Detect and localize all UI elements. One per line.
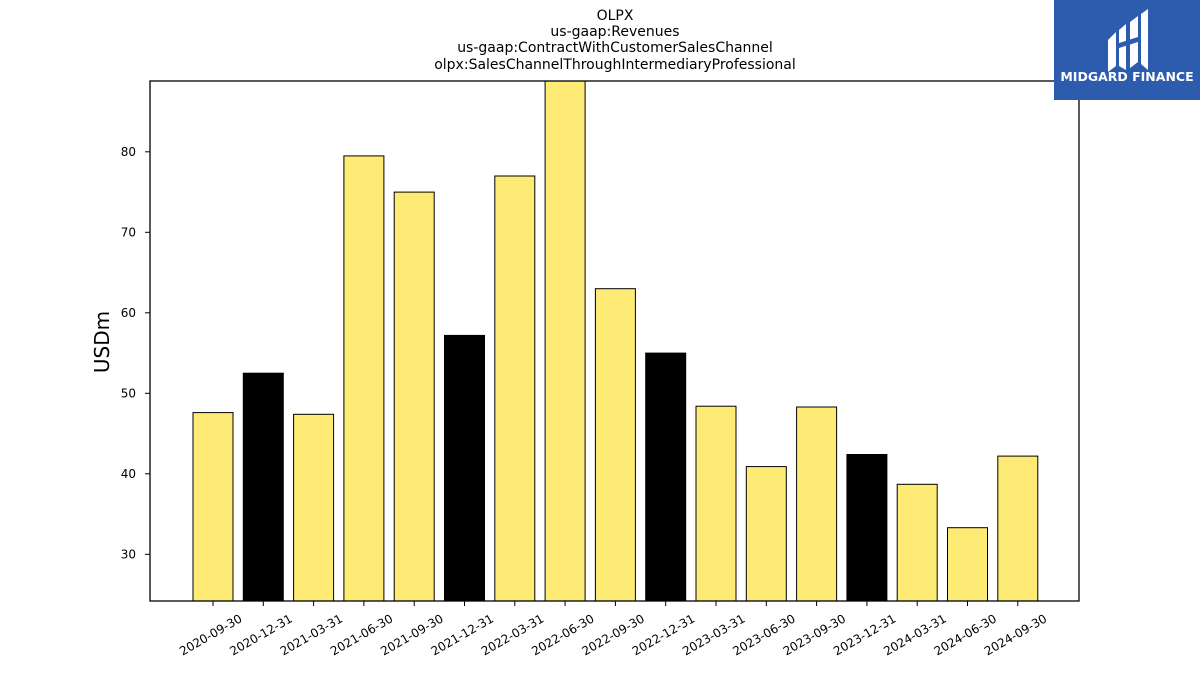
chart-title-line-3: us-gaap:ContractWithCustomerSalesChannel <box>457 40 773 56</box>
plot-frame <box>149 80 1080 602</box>
bar-2024-03-31 <box>896 483 938 601</box>
y-tick-label: 70 <box>121 225 136 239</box>
brand-logo: MIDGARD FINANCE <box>1054 0 1200 100</box>
bar-2023-06-30 <box>745 466 787 601</box>
bar-2022-09-30 <box>594 288 636 601</box>
y-tick-label: 80 <box>121 145 136 159</box>
y-tick-label: 50 <box>121 386 136 400</box>
bar-2021-09-30 <box>393 191 435 601</box>
chart-title-line-1: OLPX <box>597 8 634 24</box>
bar-2022-06-30 <box>544 81 586 601</box>
bar-2021-03-31 <box>293 413 335 601</box>
y-axis-label: USDm <box>90 311 114 373</box>
bar-2023-03-31 <box>695 405 737 601</box>
bar-2022-03-31 <box>494 175 536 601</box>
bar-2020-12-31 <box>242 372 284 601</box>
bar-2022-12-31 <box>645 352 687 601</box>
bar-2024-09-30 <box>997 455 1039 601</box>
y-tick-label: 30 <box>121 547 136 561</box>
chart-title-line-4: olpx:SalesChannelThroughIntermediaryProf… <box>434 57 796 73</box>
chart-title: OLPX us-gaap:Revenues us-gaap:ContractWi… <box>434 8 796 73</box>
y-tick-label: 40 <box>121 467 136 481</box>
bar-2024-06-30 <box>947 527 988 601</box>
bars-layer <box>192 81 1039 601</box>
bar-2020-09-30 <box>192 412 234 601</box>
y-axis-ticks: 30 40 50 60 70 80 <box>121 145 150 561</box>
logo-mark-icon <box>1108 9 1148 72</box>
bar-2021-12-31 <box>444 334 485 601</box>
logo-text: MIDGARD FINANCE <box>1060 69 1193 84</box>
bar-2023-09-30 <box>796 406 838 601</box>
y-tick-label: 60 <box>121 306 136 320</box>
bar-2021-06-30 <box>343 155 385 601</box>
chart-title-line-2: us-gaap:Revenues <box>550 24 679 40</box>
bar-2023-12-31 <box>846 454 888 601</box>
logo-background <box>1054 0 1200 100</box>
